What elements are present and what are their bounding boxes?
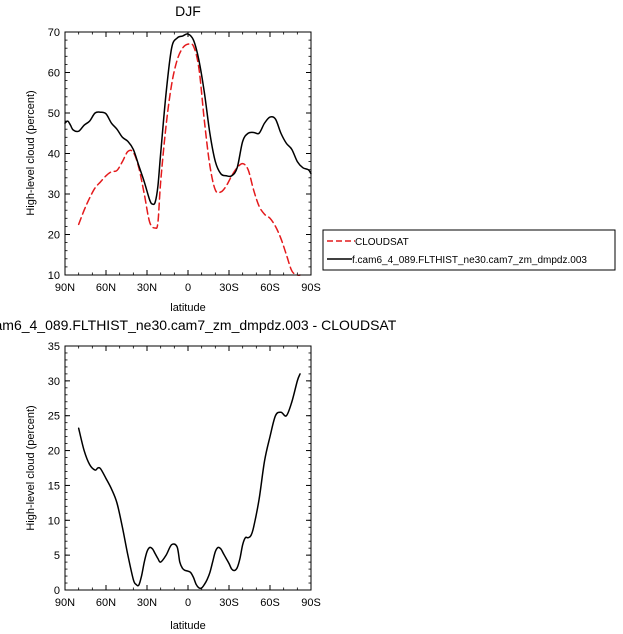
series-line-cloudsat bbox=[77, 42, 301, 277]
x-tick-label: 90S bbox=[301, 597, 321, 609]
x-tick-label: 90S bbox=[301, 282, 321, 294]
x-tick-label: 30N bbox=[137, 597, 157, 609]
y-tick-label: 50 bbox=[48, 108, 60, 120]
x-tick-label: 90N bbox=[55, 282, 75, 294]
y-tick-label: 30 bbox=[48, 189, 60, 201]
x-tick-label: 60N bbox=[96, 282, 116, 294]
y-axis-label: High-level cloud (percent) bbox=[25, 405, 37, 530]
y-tick-label: 70 bbox=[48, 27, 60, 39]
y-tick-label: 25 bbox=[48, 411, 60, 423]
y-tick-label: 35 bbox=[48, 341, 60, 353]
chart-title: DJF bbox=[175, 3, 201, 19]
bottom-panel: f.cam6_4_089.FLTHIST_ne30.cam7_zm_dmpdz.… bbox=[0, 317, 397, 632]
x-axis-label: latitude bbox=[170, 302, 205, 314]
y-tick-label: 10 bbox=[48, 515, 60, 527]
y-axis-label: High-level cloud (percent) bbox=[25, 90, 37, 215]
plot-frame bbox=[64, 345, 312, 591]
plot-frame bbox=[64, 31, 312, 276]
y-tick-label: 40 bbox=[48, 149, 60, 161]
chart-title: f.cam6_4_089.FLTHIST_ne30.cam7_zm_dmpdz.… bbox=[0, 317, 397, 333]
legend-label-model: f.cam6_4_089.FLTHIST_ne30.cam7_zm_dmpdz.… bbox=[352, 255, 587, 266]
y-tick-label: 0 bbox=[54, 585, 60, 597]
x-axis-label: latitude bbox=[170, 620, 205, 632]
series-line-difference-0 bbox=[77, 373, 301, 590]
series-line-f-cam6-4-089-flthist-ne30-cam7-zm-dmpdz-003 bbox=[64, 33, 312, 206]
x-tick-label: 60S bbox=[260, 282, 280, 294]
y-tick-label: 30 bbox=[48, 376, 60, 388]
legend-box bbox=[322, 229, 616, 271]
y-tick-label: 15 bbox=[48, 480, 60, 492]
x-tick-label: 0 bbox=[185, 282, 191, 294]
y-tick-label: 60 bbox=[48, 68, 60, 80]
x-tick-label: 90N bbox=[55, 597, 75, 609]
x-tick-label: 0 bbox=[185, 597, 191, 609]
x-tick-label: 30S bbox=[219, 282, 239, 294]
y-tick-label: 5 bbox=[54, 550, 60, 562]
legend: CLOUDSAT f.cam6_4_089.FLTHIST_ne30.cam7_… bbox=[322, 229, 616, 271]
y-tick-label: 20 bbox=[48, 230, 60, 242]
top-panel: DJF High-level cloud (percent) latitude … bbox=[25, 3, 321, 314]
x-tick-label: 60S bbox=[260, 597, 280, 609]
x-tick-label: 60N bbox=[96, 597, 116, 609]
legend-label-cloudsat: CLOUDSAT bbox=[355, 237, 409, 248]
x-tick-label: 30S bbox=[219, 597, 239, 609]
y-tick-label: 10 bbox=[48, 270, 60, 282]
y-tick-label: 20 bbox=[48, 446, 60, 458]
x-tick-label: 30N bbox=[137, 282, 157, 294]
